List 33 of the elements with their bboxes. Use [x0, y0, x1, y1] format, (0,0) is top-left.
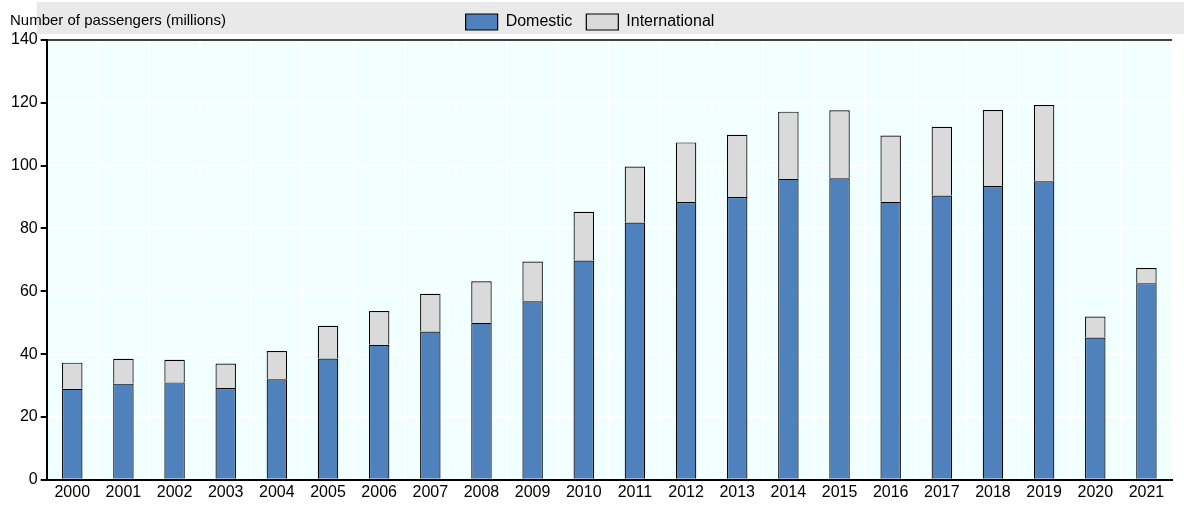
y-tick-label: 60 — [19, 281, 38, 299]
x-tick-label: 2004 — [259, 482, 295, 500]
x-tick-label: 2003 — [207, 482, 244, 500]
y-tick-label: 0 — [28, 470, 38, 488]
x-tick-label: 2014 — [770, 482, 807, 500]
y-tick-label: 40 — [19, 344, 38, 362]
x-tick-label: 2007 — [412, 482, 449, 500]
x-tick-label: 2000 — [54, 482, 91, 500]
legend-label: International — [626, 12, 715, 30]
x-tick-label: 2017 — [924, 482, 960, 500]
x-tick-label: 2019 — [1026, 482, 1063, 500]
x-tick-label: 2009 — [514, 482, 551, 500]
x-tick-label: 2015 — [821, 482, 858, 500]
x-tick-label: 2018 — [975, 482, 1011, 500]
x-tick-label: 2016 — [872, 482, 909, 500]
y-tick-label: 140 — [10, 30, 38, 48]
x-tick-label: 2002 — [156, 482, 193, 500]
y-tick-label: 100 — [10, 156, 38, 174]
x-tick-label: 2021 — [1128, 482, 1165, 500]
y-tick-label: 80 — [19, 218, 38, 236]
legend-label: Domestic — [505, 12, 573, 30]
y-tick-label: 120 — [10, 93, 38, 111]
x-tick-label: 2005 — [310, 482, 346, 500]
x-tick-label: 2008 — [463, 482, 500, 500]
y-tick-label: 20 — [19, 407, 38, 425]
x-tick-label: 2020 — [1077, 482, 1114, 500]
x-tick-label: 2006 — [361, 482, 398, 500]
x-tick-label: 2001 — [105, 482, 142, 500]
x-tick-label: 2012 — [668, 482, 704, 500]
x-tick-label: 2010 — [565, 482, 602, 500]
x-tick-label: 2013 — [719, 482, 756, 500]
x-tick-label: 2011 — [617, 482, 653, 500]
y-axis-title: Number of passengers (millions) — [10, 10, 226, 28]
